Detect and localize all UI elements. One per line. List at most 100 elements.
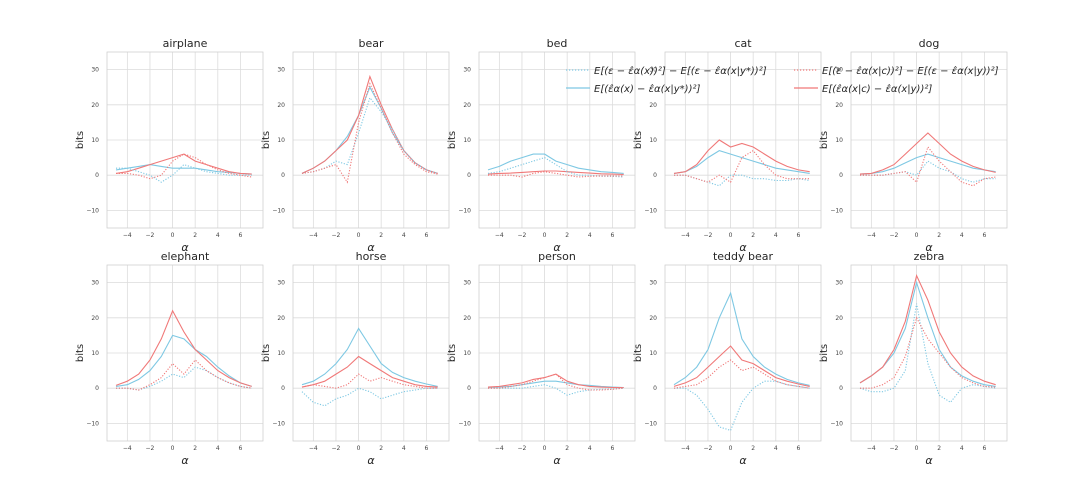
series-line-s3: [860, 145, 996, 187]
y-tick-label: 10: [91, 137, 99, 144]
y-tick-label: 30: [277, 280, 285, 287]
y-tick-label: −10: [86, 207, 99, 214]
axes-frame: [850, 51, 1008, 229]
series-line-s2: [673, 150, 810, 174]
y-tick-label: 0: [281, 385, 285, 392]
y-tick-label: 10: [463, 350, 471, 357]
axes-frame: [292, 264, 450, 442]
y-tick-label: −10: [458, 207, 471, 214]
y-tick-label: 30: [649, 280, 657, 287]
x-tick-label: 4: [774, 232, 778, 239]
series-line-s1: [674, 174, 810, 187]
legend-label-3: E[(ε − ε̂α(x|c))²] − E[(ε − ε̂α(x|y))²]: [822, 65, 999, 77]
x-tick-label: 2: [937, 232, 941, 239]
y-tick-label: 20: [463, 315, 471, 322]
subplot-title: cat: [734, 37, 752, 50]
x-tick-label: −4: [867, 232, 876, 239]
y-axis-label: bits: [819, 344, 830, 362]
x-tick-label: 0: [171, 445, 175, 452]
x-tick-label: −2: [332, 445, 341, 452]
series-line-s4: [115, 309, 252, 387]
y-axis-label: bits: [633, 344, 644, 362]
x-tick-label: 0: [171, 232, 175, 239]
x-tick-label: −4: [309, 232, 318, 239]
series-line-s1: [116, 163, 252, 183]
x-tick-label: −4: [681, 445, 690, 452]
y-tick-label: 20: [91, 315, 99, 322]
y-tick-label: 20: [277, 102, 285, 109]
x-axis-label: α: [553, 241, 561, 254]
y-tick-label: 0: [95, 385, 99, 392]
series-line-s1: [674, 380, 810, 432]
x-tick-label: 4: [588, 445, 592, 452]
x-tick-label: −2: [146, 232, 155, 239]
x-tick-label: 0: [729, 232, 733, 239]
x-tick-label: 0: [357, 445, 361, 452]
series-line-s2: [673, 291, 810, 386]
legend: E[(ε − ε̂α(x))²] − E[(ε − ε̂α(x|y*))²] E…: [566, 65, 999, 95]
subplot-person: −4 −2 0 2 4 6 −10 0 10 20 30 person bits α: [447, 250, 636, 467]
y-tick-label: 10: [463, 137, 471, 144]
y-tick-label: 10: [277, 137, 285, 144]
series-line-s2: [115, 334, 252, 387]
x-tick-label: −2: [890, 445, 899, 452]
x-tick-label: 6: [424, 445, 428, 452]
series-line-s4: [487, 170, 624, 176]
x-tick-label: −2: [518, 445, 527, 452]
x-axis-label: α: [181, 241, 189, 254]
axes-frame: [478, 51, 636, 229]
y-tick-label: 20: [463, 102, 471, 109]
subplot-horse: −4 −2 0 2 4 6 −10 0 10 20 30 horse bits α: [261, 250, 450, 467]
x-tick-label: −4: [495, 232, 504, 239]
x-tick-label: 4: [588, 232, 592, 239]
x-tick-label: 6: [238, 232, 242, 239]
y-tick-label: 20: [277, 315, 285, 322]
series-line-s2: [115, 164, 252, 175]
x-tick-label: 6: [796, 232, 800, 239]
subplot-elephant: −4 −2 0 2 4 6 −10 0 10 20 30 elephant bits α: [75, 250, 264, 467]
series-line-s4: [673, 139, 810, 174]
y-tick-label: 0: [839, 172, 843, 179]
series-line-s4: [487, 373, 624, 389]
series-line-s2: [859, 153, 996, 175]
y-axis-label: bits: [447, 344, 458, 362]
x-tick-label: −4: [681, 232, 690, 239]
y-tick-label: 10: [649, 350, 657, 357]
y-tick-label: 10: [277, 350, 285, 357]
x-tick-label: 2: [937, 445, 941, 452]
x-axis-label: α: [367, 454, 375, 467]
series-line-s3: [116, 359, 252, 391]
series-line-s3: [116, 153, 252, 180]
legend-entry-4: E[(ε̂α(x|c) − ε̂α(x|y))²]: [794, 83, 932, 95]
axes-frame: [478, 264, 636, 442]
series-line-s4: [301, 74, 438, 174]
x-axis-label: α: [553, 454, 561, 467]
y-tick-label: 10: [835, 137, 843, 144]
subplot-title: bed: [547, 37, 568, 50]
y-tick-label: 30: [463, 280, 471, 287]
x-tick-label: 6: [610, 232, 614, 239]
subplot-title: person: [538, 250, 576, 263]
axes-frame: [106, 51, 264, 229]
x-tick-label: 2: [379, 232, 383, 239]
x-axis-label: α: [925, 241, 933, 254]
series-line-s4: [115, 153, 252, 175]
series-line-s3: [674, 149, 810, 183]
x-tick-label: −2: [518, 232, 527, 239]
x-tick-label: −2: [890, 232, 899, 239]
y-tick-label: 30: [277, 67, 285, 74]
y-axis-label: bits: [633, 131, 644, 149]
x-tick-label: −2: [704, 232, 713, 239]
y-tick-label: 0: [281, 172, 285, 179]
x-tick-label: −4: [495, 445, 504, 452]
x-tick-label: 4: [960, 232, 964, 239]
subplot-title: dog: [919, 37, 940, 50]
x-tick-label: 0: [915, 445, 919, 452]
series-line-s2: [301, 327, 438, 387]
y-tick-label: 20: [649, 102, 657, 109]
y-tick-label: 0: [467, 385, 471, 392]
x-tick-label: 6: [610, 445, 614, 452]
series-line-s3: [488, 171, 624, 178]
series-line-s3: [673, 359, 810, 389]
